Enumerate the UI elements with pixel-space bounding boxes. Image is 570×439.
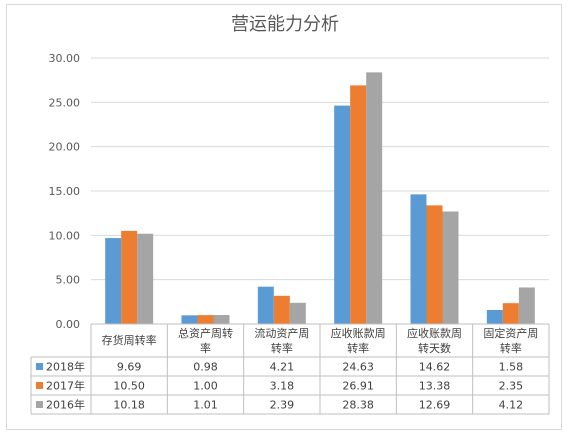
category-label: 转率 — [271, 341, 293, 355]
y-tick-label: 5.00 — [56, 274, 81, 287]
data-label: 3.18 — [270, 380, 295, 393]
data-label: 4.21 — [270, 361, 295, 374]
bar — [410, 194, 427, 324]
bar — [213, 315, 230, 324]
category-label: 应收账款周 — [331, 326, 386, 340]
bar — [334, 105, 351, 324]
y-tick-label: 25.00 — [49, 96, 81, 109]
bar — [366, 72, 383, 324]
data-label: 1.58 — [499, 361, 524, 374]
category-label: 固定资产周 — [483, 326, 538, 340]
category-label: 转率 — [347, 341, 369, 355]
data-label: 0.98 — [193, 361, 218, 374]
bar — [105, 238, 122, 324]
category-label: 转天数 — [418, 341, 451, 355]
bar — [273, 295, 290, 324]
y-tick-label: 10.00 — [49, 229, 81, 242]
data-label: 26.91 — [342, 380, 374, 393]
y-tick-label: 20.00 — [49, 141, 81, 154]
data-label: 4.12 — [499, 399, 524, 412]
data-label: 1.00 — [193, 380, 218, 393]
data-label: 10.18 — [113, 399, 145, 412]
bar — [289, 302, 306, 324]
data-label: 24.63 — [342, 361, 374, 374]
legend-label: 2016年 — [46, 398, 85, 412]
legend-label: 2017年 — [46, 379, 85, 393]
data-label: 13.38 — [419, 380, 451, 393]
bar — [426, 205, 443, 324]
bar — [350, 85, 367, 324]
chart-frame — [6, 4, 562, 430]
grid — [91, 57, 549, 281]
data-label: 10.50 — [113, 380, 145, 393]
bar — [518, 287, 535, 324]
category-label: 转率 — [500, 341, 522, 355]
category-label: 存货周转率 — [102, 333, 157, 347]
y-tick-label: 15.00 — [49, 185, 81, 198]
bar — [197, 315, 214, 324]
bar — [257, 286, 274, 324]
data-table: 存货周转率总资产周转率流动资产周转率应收账款周转率应收账款周转天数固定资产周转率… — [30, 323, 550, 415]
bar — [442, 211, 459, 324]
legend-label: 2018年 — [46, 360, 85, 374]
data-label: 28.38 — [342, 399, 374, 412]
category-label: 流动资产周 — [254, 326, 309, 340]
bar — [502, 303, 519, 324]
category-label: 率 — [200, 341, 211, 355]
chart-title: 营运能力分析 — [231, 14, 339, 35]
data-label: 12.69 — [419, 399, 451, 412]
category-label: 应收账款周 — [407, 326, 462, 340]
y-axis: 0.00 5.00 10.00 15.00 20.00 25.00 30.00 — [49, 52, 81, 331]
legend-key — [36, 363, 43, 370]
data-label: 14.62 — [419, 361, 451, 374]
data-label: 2.35 — [499, 380, 524, 393]
data-label: 1.01 — [193, 399, 218, 412]
bars — [105, 72, 535, 324]
y-tick-label: 0.00 — [56, 318, 81, 331]
legend-key — [36, 382, 43, 389]
y-tick-label: 30.00 — [49, 52, 81, 65]
bar — [121, 230, 138, 324]
bar — [486, 309, 503, 324]
category-label: 总资产周转 — [178, 326, 233, 340]
data-label: 9.69 — [117, 361, 142, 374]
data-label: 2.39 — [270, 399, 295, 412]
legend-key — [36, 401, 43, 408]
bar — [181, 315, 198, 324]
bar — [137, 233, 154, 324]
